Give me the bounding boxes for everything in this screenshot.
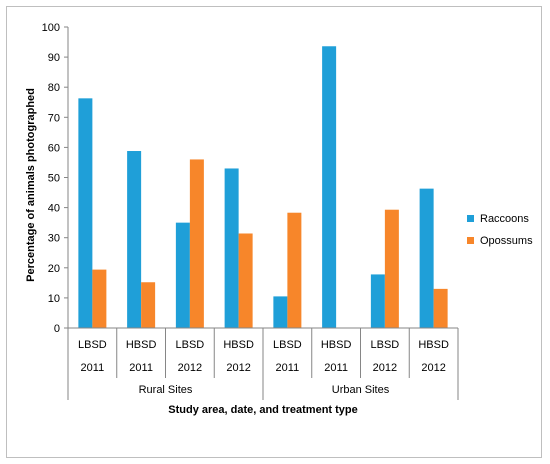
axes	[64, 26, 459, 400]
bar-opossums-7	[384, 209, 399, 328]
x-tick-treatment: HBSD	[223, 339, 254, 351]
y-tick-label: 70	[48, 112, 60, 124]
y-tick-label: 50	[48, 173, 60, 185]
x-tick-treatment: HBSD	[126, 339, 157, 351]
x-tick-treatment: HBSD	[418, 339, 449, 351]
y-tick-label: 60	[48, 142, 60, 154]
bar-raccoons-6	[322, 46, 337, 328]
x-tick-year: 2011	[276, 362, 300, 374]
legend-swatch-raccoons	[467, 215, 474, 222]
x-tick-year: 2011	[129, 362, 153, 374]
chart-frame	[6, 6, 542, 458]
y-tick-label: 80	[48, 82, 60, 94]
legend-label-raccoons: Raccoons	[480, 213, 529, 225]
bar-raccoons-1	[78, 98, 93, 328]
x-tick-year: 2012	[178, 362, 202, 374]
x-tick-treatment: LBSD	[371, 339, 400, 351]
x-tick-year: 2011	[324, 362, 348, 374]
x-axis-title: Study area, date, and treatment type	[168, 404, 358, 416]
bar-raccoons-8	[419, 188, 434, 328]
y-tick-label: 90	[48, 52, 60, 64]
x-tick-year: 2011	[81, 362, 105, 374]
bar-raccoons-7	[370, 274, 385, 328]
bar-opossums-8	[433, 288, 448, 328]
legend-swatch-opossums	[467, 237, 474, 244]
bar-raccoons-2	[127, 151, 142, 328]
bar-raccoons-5	[273, 296, 288, 328]
bar-opossums-4	[238, 233, 253, 328]
y-tick-label: 40	[48, 203, 60, 215]
y-tick-label: 30	[48, 233, 60, 245]
x-tick-year: 2012	[421, 362, 445, 374]
x-tick-year: 2012	[226, 362, 250, 374]
bar-opossums-2	[141, 282, 156, 328]
legend-label-opossums: Opossums	[480, 235, 533, 247]
bar-opossums-5	[287, 212, 302, 328]
y-axis-title: Percentage of animals photographed	[25, 88, 37, 282]
x-group-label: Urban Sites	[332, 384, 390, 396]
x-group-label: Rural Sites	[139, 384, 193, 396]
bar-raccoons-3	[175, 222, 190, 328]
x-tick-year: 2012	[373, 362, 397, 374]
y-tick-label: 10	[48, 293, 60, 305]
x-tick-treatment: HBSD	[321, 339, 352, 351]
bar-opossums-3	[189, 159, 204, 328]
y-axis-ticks: 0 10 20 30 40 50 60 70 80 90 100	[42, 22, 60, 335]
bars	[78, 46, 448, 328]
y-tick-label: 0	[54, 323, 60, 335]
legend: Raccoons Opossums	[467, 213, 533, 247]
x-tick-treatment: LBSD	[78, 339, 107, 351]
y-tick-label: 100	[42, 22, 60, 34]
bar-raccoons-4	[224, 168, 239, 328]
x-tick-treatment: LBSD	[176, 339, 205, 351]
y-tick-label: 20	[48, 263, 60, 275]
x-tick-treatment: LBSD	[273, 339, 302, 351]
x-axis-labels: LBSD 2011 HBSD 2011 LBSD 2012 HBSD 2012 LBSD 2011…	[78, 339, 449, 396]
bar-opossums-1	[92, 269, 107, 328]
